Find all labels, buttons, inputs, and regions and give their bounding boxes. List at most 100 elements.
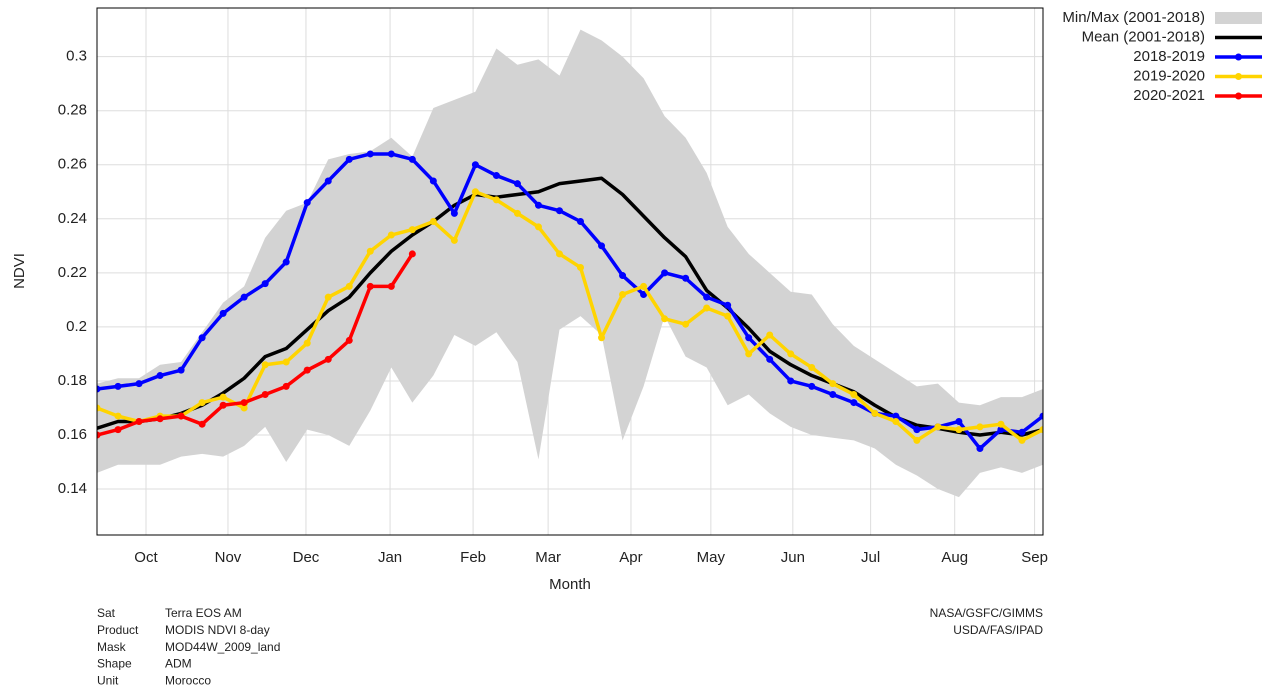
data-point [345,336,353,344]
data-point [724,312,732,320]
series-line [97,152,1043,451]
x-tick-label: Aug [941,549,968,566]
data-point [997,420,1005,428]
data-point [282,358,290,366]
data-point [303,339,311,347]
data-point [387,231,395,239]
y-tick-label: 0.2 [66,318,87,335]
metadata-label: Shape [97,657,132,671]
data-point [661,315,669,323]
data-point [429,177,437,185]
legend-marker [1235,73,1242,80]
data-point [366,150,374,158]
data-point [1039,412,1043,420]
data-point [682,274,690,282]
metadata-label: Mask [97,640,127,654]
x-tick-label: Jan [378,549,402,566]
x-tick-label: Feb [460,549,486,566]
data-point [156,415,164,423]
data-point [598,242,606,250]
data-point [240,293,248,301]
data-point [408,226,416,234]
data-point [345,282,353,290]
series-line [97,252,414,437]
data-point [240,404,248,412]
data-point [808,363,816,371]
data-point [408,155,416,163]
data-point [282,258,290,266]
data-point [1018,436,1026,444]
data-point [955,426,963,434]
data-point [177,412,185,420]
data-point [787,350,795,358]
metadata-label: Unit [97,673,119,687]
credit: NASA/GSFC/GIMMS [930,606,1043,620]
data-point [366,247,374,255]
min-max-band [97,29,1043,498]
legend-label: Mean (2001-2018) [1082,28,1205,45]
data-point [345,155,353,163]
metadata-value: Terra EOS AM [165,606,242,620]
data-point [408,250,416,258]
y-tick-label: 0.26 [58,156,87,173]
data-point [619,290,627,298]
data-point [471,188,479,196]
metadata-value: MODIS NDVI 8-day [165,623,270,637]
data-point [997,426,1005,434]
data-point [219,401,227,409]
data-point [492,172,500,180]
data-point [429,218,437,226]
data-point [114,382,122,390]
data-point [829,390,837,398]
x-tick-label: Jul [861,549,880,566]
data-point [198,420,206,428]
data-point [114,412,122,420]
data-point [976,423,984,431]
data-point [850,390,858,398]
data-point [198,399,206,407]
data-point [156,372,164,380]
legend-label: Min/Max (2001-2018) [1062,9,1205,26]
data-point [892,417,900,425]
metadata-value: MOD44W_2009_land [165,640,280,654]
legend-swatch [1215,12,1262,24]
y-tick-label: 0.3 [66,48,87,65]
data-point [303,199,311,207]
x-tick-label: Oct [134,549,158,566]
metadata-value: ADM [165,657,192,671]
legend-label: 2018-2019 [1133,48,1205,65]
data-point [97,431,101,439]
data-point [724,301,732,309]
y-tick-label: 0.14 [58,480,87,497]
data-point [1039,426,1043,434]
data-point [661,269,669,277]
x-tick-label: Jun [781,549,805,566]
data-point [829,380,837,388]
data-point [955,417,963,425]
legend-label: 2020-2021 [1133,87,1205,104]
plot-frame [96,7,1044,536]
data-point [450,236,458,244]
data-point [913,436,921,444]
legend-marker [1235,92,1242,100]
y-tick-label: 0.24 [58,210,87,227]
data-point [303,366,311,374]
metadata-label: Product [97,623,139,637]
data-point [513,209,521,217]
data-point [219,393,227,401]
data-point [976,445,984,453]
x-tick-label: Sep [1021,549,1048,566]
data-point [1018,428,1026,436]
y-tick-label: 0.16 [58,426,87,443]
data-point [135,380,143,388]
data-point [450,209,458,217]
data-point [640,290,648,298]
series-line [97,190,1043,443]
data-point [745,350,753,358]
x-tick-label: Nov [215,549,242,566]
data-point [850,399,858,407]
data-point [598,334,606,342]
data-point [261,361,269,369]
data-point [324,293,332,301]
